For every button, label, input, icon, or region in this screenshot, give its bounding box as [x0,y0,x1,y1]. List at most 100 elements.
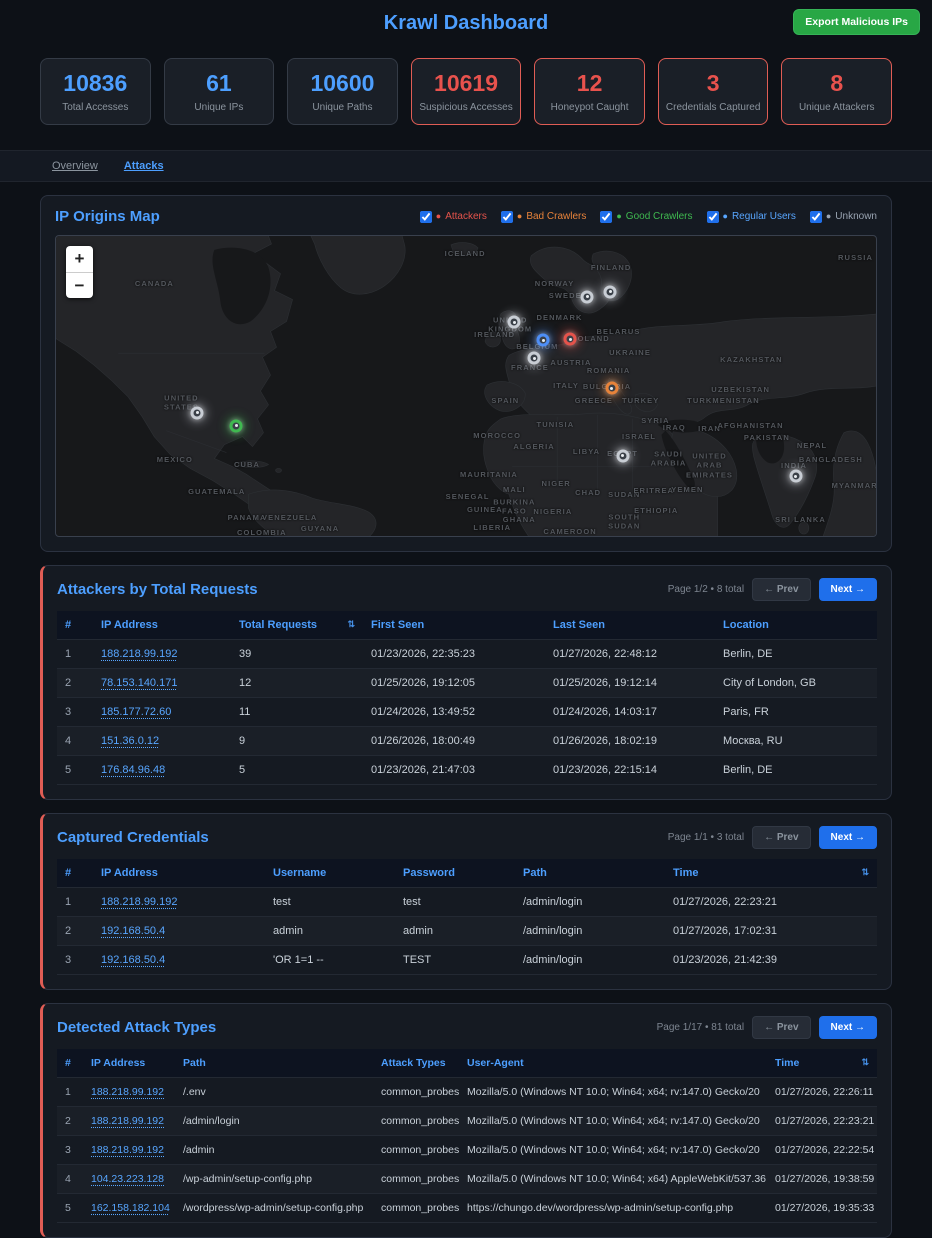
table-cell: 1 [57,887,93,917]
sort-icon[interactable]: ⇅ [861,1057,869,1067]
table-cell: 162.158.182.104 [83,1193,175,1223]
tab-overview[interactable]: Overview [52,160,98,172]
column-header: # [57,1049,83,1078]
legend-label: Good Crawlers [625,211,693,222]
map-marker-unknown[interactable] [580,290,594,304]
ip-link[interactable]: 188.218.99.192 [91,1144,164,1156]
credentials-table: # IP Address Username Password Path Time ⇅ 1 188… [57,859,877,975]
stat-card: 3 Credentials Captured [657,58,769,125]
ip-link[interactable]: 78.153.140.171 [101,677,178,689]
map-marker-unknown[interactable] [603,285,617,298]
table-cell: /admin [175,1135,373,1165]
legend-label: Regular Users [731,211,796,222]
table-cell: /.env [175,1077,373,1107]
map-marker-attacker[interactable] [563,332,577,346]
sort-icon[interactable]: ⇅ [861,867,869,877]
map-marker-bad-crawler[interactable] [605,381,619,395]
column-header: Attack Types [373,1049,459,1078]
table-cell: 188.218.99.192 [83,1077,175,1107]
stat-label: Suspicious Accesses [419,102,513,113]
map-card-header: IP Origins Map ● Attackers ● Bad Crawlers ● G… [55,208,877,225]
legend-label: Unknown [835,211,877,222]
table-cell: 01/25/2026, 19:12:05 [363,668,545,698]
legend-checkbox[interactable] [600,210,613,223]
map-marker-unknown[interactable] [507,315,521,329]
page-info: Page 1/17 • 81 total [656,1022,745,1033]
column-header: Username [265,859,395,888]
column-header: Path [515,859,665,888]
prev-button[interactable]: ← Prev [752,578,811,601]
table-cell: admin [395,916,515,946]
table-cell: 01/27/2026, 22:48:12 [545,639,715,669]
world-map[interactable]: + − CANADA ICELAND RUSSIA UNITED STATES MEXI… [55,235,877,537]
map-title: IP Origins Map [55,208,160,225]
table-cell: Москва, RU [715,726,877,756]
ip-link[interactable]: 188.218.99.192 [91,1115,164,1127]
column-header: User-Agent [459,1049,767,1078]
table-cell: 01/26/2026, 18:00:49 [363,726,545,756]
legend-checkbox[interactable] [809,210,822,223]
table-cell: 2 [57,1106,83,1136]
credentials-table: # IP Address Username Password Path Time ⇅ 1 188… [57,859,877,975]
next-button[interactable]: Next → [818,578,877,601]
ip-link[interactable]: 188.218.99.192 [101,896,178,908]
map-marker-unknown[interactable] [789,469,803,483]
table-cell: 188.218.99.192 [93,639,231,669]
stat-value: 61 [206,70,232,96]
prev-button[interactable]: ← Prev [752,826,811,849]
legend-checkbox[interactable] [500,210,513,223]
table-cell: common_probes [373,1077,459,1107]
attack-types-title: Detected Attack Types [57,1019,217,1036]
table-row: 2 78.153.140.171 12 01/25/2026, 19:12:05 01/… [57,668,877,698]
table-cell: 188.218.99.192 [83,1135,175,1165]
stat-value: 3 [706,70,720,96]
zoom-in-button[interactable]: + [74,249,85,268]
ip-link[interactable]: 176.84.96.48 [101,764,166,776]
map-marker-unknown[interactable] [527,351,541,365]
table-cell: 104.23.223.128 [83,1164,175,1194]
export-malicious-ips-button[interactable]: Export Malicious IPs [793,9,920,35]
legend-checkbox[interactable] [706,210,719,223]
sort-icon[interactable]: ⇅ [347,619,355,629]
prev-button[interactable]: ← Prev [752,1016,811,1039]
table-row: 5 176.84.96.48 5 01/23/2026, 21:47:03 01/23/… [57,755,877,785]
legend-checkbox[interactable] [419,210,432,223]
legend-dot-icon: ● [616,211,622,221]
ip-link[interactable]: 151.36.0.12 [101,735,160,747]
ip-link[interactable]: 188.218.99.192 [91,1086,164,1098]
ip-link[interactable]: 192.168.50.4 [101,954,166,966]
stat-card: 10836 Total Accesses [40,58,151,125]
page-info: Page 1/2 • 8 total [667,584,745,595]
ip-link[interactable]: 104.23.223.128 [91,1173,164,1185]
map-marker-unknown[interactable] [616,449,630,463]
ip-link[interactable]: 185.177.72.60 [101,706,172,718]
ip-link[interactable]: 162.158.182.104 [91,1202,170,1214]
map-marker-good-crawler[interactable] [229,419,243,433]
attackers-pagination: Page 1/2 • 8 total ← Prev Next → [668,578,877,601]
table-cell: /wordpress/wp-admin/setup-config.php [175,1193,373,1223]
table-header-row: # IP Address Username Password Path Time ⇅ [57,859,877,888]
zoom-out-button[interactable]: − [66,272,93,298]
table-cell: 01/24/2026, 14:03:17 [545,697,715,727]
table-cell: 5 [57,755,93,785]
stat-card: 12 Honeypot Caught [534,58,645,125]
map-marker-regular-user[interactable] [536,333,550,347]
next-button[interactable]: Next → [818,1016,877,1039]
page-info: Page 1/1 • 3 total [667,832,745,843]
column-header: Password [395,859,515,888]
ip-link[interactable]: 188.218.99.192 [101,648,178,660]
attack-types-section: Detected Attack Types Page 1/17 • 81 tot… [40,1003,892,1238]
table-cell: 'OR 1=1 -- [265,945,395,975]
attack_types-table: # IP Address Path Attack Types User-Agent Tim… [57,1049,877,1223]
map-marker-unknown[interactable] [190,406,204,420]
table-cell: 2 [57,916,93,946]
tab-attacks[interactable]: Attacks [123,160,164,172]
ip-link[interactable]: 192.168.50.4 [101,925,166,937]
stat-label: Unique Paths [312,102,373,113]
table-row: 2 188.218.99.192/admin/login common_probes… [57,1106,877,1136]
table-head: # IP Address Total Requests ⇅ First Seen Last… [57,611,877,640]
table-cell: 01/26/2026, 18:02:19 [545,726,715,756]
credentials-title: Captured Credentials [57,829,209,846]
next-button[interactable]: Next → [818,826,877,849]
table-cell: 01/24/2026, 13:49:52 [363,697,545,727]
